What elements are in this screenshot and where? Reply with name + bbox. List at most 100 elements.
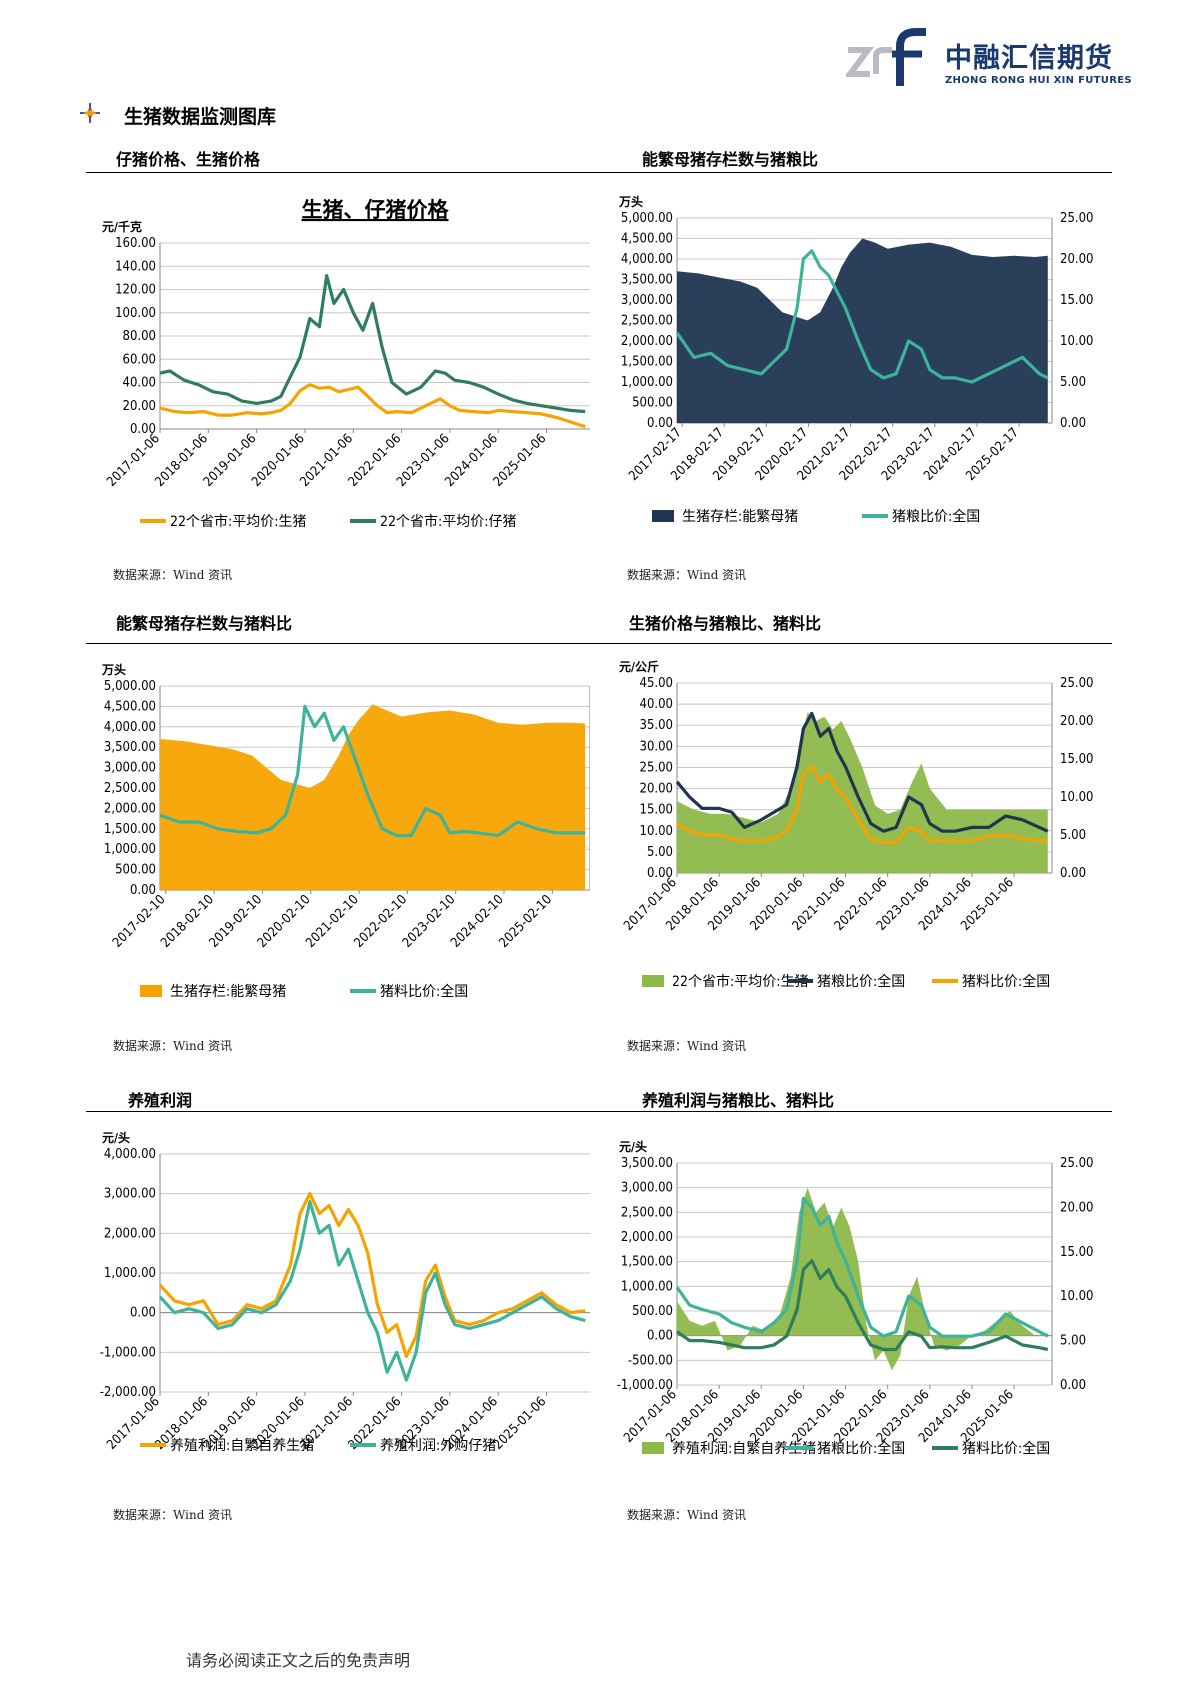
- legend-label: 猪料比价:全国: [962, 973, 1050, 990]
- y-axis-unit-label: 元/头: [102, 1130, 130, 1145]
- source-note-4: 数据来源：Wind 资讯: [627, 1039, 747, 1053]
- y-tick-label: 4,500.00: [104, 699, 156, 714]
- legend-label: 22个省市:平均价:生猪: [672, 973, 809, 990]
- y2-tick-label: 15.00: [1060, 293, 1093, 308]
- y-tick-label: 25.00: [640, 760, 673, 775]
- series-line-0: [159, 383, 586, 429]
- y-tick-label: 30.00: [640, 739, 673, 754]
- x-tick-label: 2025-02-10: [496, 892, 555, 951]
- chart-svg: 万头 0.00 500.00 1,000.00 1,500.00 2,000.00 2,50…: [101, 662, 590, 1000]
- y2-tick-label: 25.00: [1060, 676, 1093, 691]
- y-tick-label: 160.00: [115, 236, 156, 251]
- y-tick-label: 60.00: [123, 352, 156, 367]
- y-tick-label: 4,500.00: [621, 232, 673, 247]
- legend-label: 猪料比价:全国: [380, 983, 468, 1000]
- y-tick-label: 10.00: [640, 824, 673, 839]
- y-tick-label: -1,000.00: [100, 1345, 156, 1360]
- y2-tick-label: 10.00: [1060, 1289, 1093, 1304]
- panel-title-3: 能繁母猪存栏数与猪料比: [116, 614, 293, 633]
- chart-svg: 万头 0.00 500.00 1,000.00 1,500.00 2,000.00 2,50…: [618, 194, 1093, 525]
- y-tick-label: 2,000.00: [621, 1230, 673, 1245]
- chart-sow-stock-grain-ratio: 万头 0.00 500.00 1,000.00 1,500.00 2,000.00 2,50…: [612, 183, 1102, 563]
- legend-swatch: [140, 985, 162, 997]
- y-axis-unit-label: 元/公斤: [619, 659, 659, 674]
- y-tick-label: 0.00: [130, 1306, 156, 1321]
- y-tick-label: 0.00: [130, 883, 156, 898]
- chart-sow-stock-feed-ratio: 万头 0.00 500.00 1,000.00 1,500.00 2,000.00 2,50…: [100, 653, 590, 1033]
- series-area-0: [160, 704, 586, 890]
- y2-tick-label: 25.00: [1060, 211, 1093, 226]
- y-tick-label: 2,000.00: [104, 1226, 156, 1241]
- y-tick-label: 35.00: [640, 718, 673, 733]
- series-line-2: [676, 765, 1048, 845]
- y-tick-label: -2,000.00: [100, 1385, 156, 1400]
- series-area-0: [677, 712, 1048, 873]
- chart-svg: 元/头 -2,000.00 -1,000.00 0.00 1,000.00 2,000.0…: [100, 1130, 590, 1454]
- y-tick-label: 3,000.00: [621, 293, 673, 308]
- y2-tick-label: 20.00: [1060, 714, 1093, 729]
- panel-title-2: 能繁母猪存栏数与猪粮比: [642, 150, 819, 169]
- y-tick-label: 45.00: [640, 676, 673, 691]
- chart-svg: 元/公斤 0.00 5.00 10.00 15.00 20.00 25.00 30.00 35.…: [619, 659, 1093, 990]
- y2-tick-label: 5.00: [1060, 828, 1086, 843]
- y2-tick-label: 25.00: [1060, 1156, 1093, 1171]
- y-tick-label: 2,500.00: [621, 1205, 673, 1220]
- series-line-1: [158, 1200, 586, 1382]
- legend-label: 猪粮比价:全国: [817, 973, 905, 990]
- y-tick-label: 1,500.00: [104, 822, 156, 837]
- y-tick-label: 3,500.00: [621, 1156, 673, 1171]
- panel-title-4: 生猪价格与猪粮比、猪料比: [629, 614, 822, 633]
- y2-tick-label: 15.00: [1060, 752, 1093, 767]
- y-tick-label: 1,000.00: [621, 375, 673, 390]
- y-tick-label: -1,000.00: [617, 1378, 673, 1393]
- y-tick-label: 1,500.00: [621, 1255, 673, 1270]
- source-note-5: 数据来源：Wind 资讯: [113, 1508, 233, 1522]
- legend-label: 生猪存栏:能繁母猪: [682, 509, 798, 525]
- y-tick-label: 0.00: [647, 1329, 673, 1344]
- y-tick-label: 100.00: [115, 306, 156, 321]
- y-tick-label: 4,000.00: [621, 252, 673, 267]
- y-tick-label: 2,500.00: [621, 314, 673, 329]
- legend-label: 22个省市:平均价:生猪: [170, 513, 307, 530]
- y-tick-label: 0.00: [647, 416, 673, 431]
- y-axis-unit-label: 元/千克: [102, 219, 142, 234]
- series-line-1: [675, 249, 1049, 384]
- y-tick-label: 3,000.00: [621, 1181, 673, 1196]
- series-area-0: [677, 1187, 1048, 1371]
- y-tick-label: 1,500.00: [621, 355, 673, 370]
- legend-label: 22个省市:平均价:仔猪: [380, 513, 517, 530]
- source-note-6: 数据来源：Wind 资讯: [627, 1508, 747, 1522]
- series-line-1: [159, 274, 586, 414]
- legend-label: 养殖利润:自繁自养生猪: [170, 1437, 314, 1454]
- source-note-1: 数据来源：Wind 资讯: [113, 568, 233, 582]
- company-logo-icon: [846, 28, 926, 86]
- y-tick-label: 1,000.00: [621, 1279, 673, 1294]
- source-note-3: 数据来源：Wind 资讯: [113, 1039, 233, 1053]
- y-tick-label: 4,000.00: [104, 720, 156, 735]
- series-line-0: [158, 1192, 586, 1358]
- series-line-1: [675, 711, 1049, 833]
- x-tick-label: 2025-01-06: [491, 1394, 550, 1453]
- y2-tick-label: 10.00: [1060, 334, 1093, 349]
- y-tick-label: 500.00: [632, 396, 673, 411]
- y-tick-label: 3,500.00: [621, 273, 673, 288]
- legend-label: 猪料比价:全国: [962, 1440, 1050, 1457]
- legend-swatch: [642, 1442, 664, 1454]
- y2-tick-label: 0.00: [1060, 416, 1086, 431]
- y-tick-label: -500.00: [628, 1353, 673, 1368]
- y-axis-unit-label: 万头: [101, 662, 126, 677]
- y2-tick-label: 15.00: [1060, 1245, 1093, 1260]
- y-tick-label: 5,000.00: [621, 211, 673, 226]
- y2-tick-label: 10.00: [1060, 790, 1093, 805]
- y-tick-label: 0.00: [130, 422, 156, 437]
- y-tick-label: 20.00: [123, 399, 156, 414]
- y-tick-label: 20.00: [640, 782, 673, 797]
- y-tick-label: 5,000.00: [104, 679, 156, 694]
- y-tick-label: 40.00: [640, 697, 673, 712]
- y-tick-label: 120.00: [115, 283, 156, 298]
- y-tick-label: 4,000.00: [104, 1147, 156, 1162]
- y-tick-label: 2,500.00: [104, 781, 156, 796]
- chart-svg: 元/头 -1,000.00 -500.00 0.00 500.00 1,000.00 1,5…: [617, 1139, 1094, 1457]
- y-axis-unit-label: 元/头: [619, 1139, 647, 1154]
- panel-title-6: 养殖利润与猪粮比、猪料比: [642, 1091, 835, 1110]
